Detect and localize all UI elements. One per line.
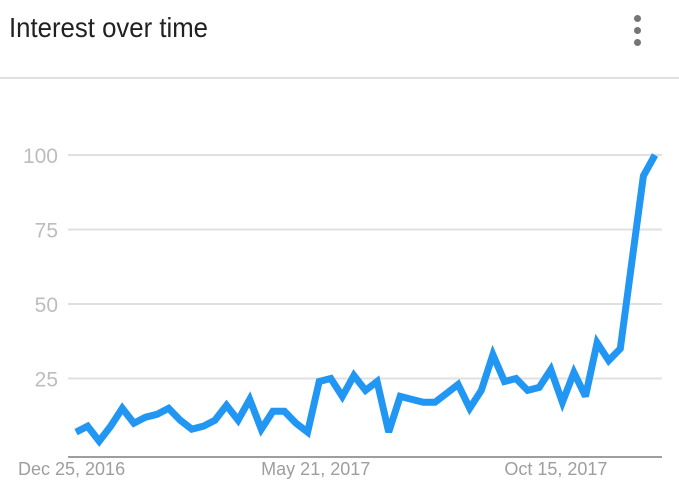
series-line	[74, 153, 659, 447]
more-vert-icon[interactable]	[628, 12, 646, 50]
chart-title: Interest over time	[9, 12, 209, 43]
y-tick-label: 100	[23, 145, 58, 168]
y-tick-label: 75	[35, 220, 58, 243]
x-tick-label: May 21, 2017	[261, 459, 370, 479]
header-divider	[0, 77, 679, 79]
y-tick-label: 25	[35, 369, 58, 392]
x-tick-label: Oct 15, 2017	[504, 459, 607, 479]
x-tick-label: Dec 25, 2016	[18, 459, 125, 479]
y-tick-label: 50	[35, 294, 58, 317]
